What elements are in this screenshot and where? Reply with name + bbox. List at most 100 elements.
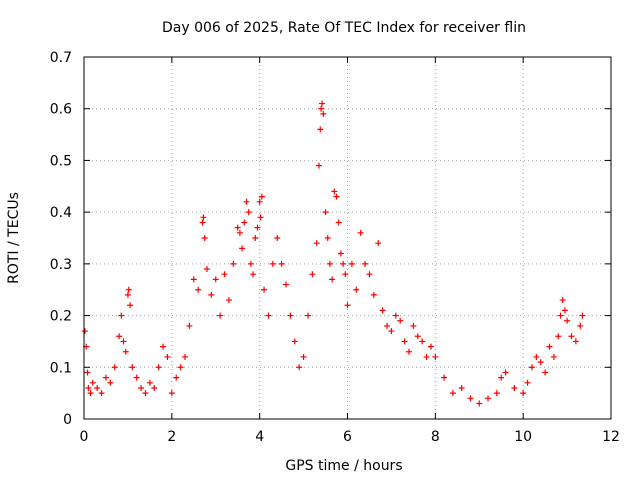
data-point — [122, 348, 129, 355]
data-point — [379, 307, 386, 314]
data-point — [502, 369, 509, 376]
data-point — [261, 286, 268, 293]
y-axis-label: ROTI / TECUs — [6, 192, 22, 284]
y-tick-label: 0.4 — [50, 205, 72, 221]
x-tick-label: 8 — [431, 429, 440, 445]
data-point — [125, 286, 132, 293]
data-point — [353, 286, 360, 293]
y-tick-label: 0.1 — [50, 360, 72, 376]
data-point — [579, 312, 586, 319]
data-point — [300, 353, 307, 360]
data-point — [577, 322, 584, 329]
data-point — [98, 390, 105, 397]
data-point — [342, 271, 349, 278]
data-point — [427, 343, 434, 350]
data-point — [550, 353, 557, 360]
x-tick-label: 6 — [343, 429, 352, 445]
data-point — [405, 348, 412, 355]
data-point — [291, 338, 298, 345]
data-point — [572, 338, 579, 345]
data-point — [164, 353, 171, 360]
data-point — [208, 291, 215, 298]
data-point — [392, 312, 399, 319]
y-tick-label: 0.6 — [50, 102, 72, 118]
data-point — [85, 384, 92, 391]
y-tick-label: 0.5 — [50, 153, 72, 169]
data-point — [555, 333, 562, 340]
data-point — [278, 260, 285, 267]
data-point — [331, 188, 338, 195]
data-point — [357, 229, 364, 236]
x-tick-label: 10 — [514, 429, 532, 445]
grid-lines — [84, 57, 611, 419]
data-point — [254, 224, 261, 231]
data-point — [151, 384, 158, 391]
data-point — [142, 390, 149, 397]
data-point — [449, 390, 456, 397]
data-point — [414, 333, 421, 340]
y-axis-tick-labels: 0 0.1 0.2 0.3 0.4 0.5 0.6 0.7 — [50, 50, 72, 428]
data-point — [155, 364, 162, 371]
data-point — [410, 322, 417, 329]
data-point — [309, 271, 316, 278]
data-point — [116, 333, 123, 340]
data-point — [225, 297, 232, 304]
data-point — [274, 235, 281, 241]
data-point — [84, 369, 91, 376]
data-point — [124, 291, 131, 298]
data-point — [243, 198, 250, 205]
data-point — [561, 307, 568, 314]
data-point — [313, 240, 320, 247]
data-point — [129, 364, 136, 371]
data-point — [476, 400, 483, 407]
data-point — [81, 328, 88, 335]
data-point — [87, 390, 94, 397]
data-point — [118, 312, 125, 319]
data-point — [230, 260, 237, 267]
data-point — [520, 390, 527, 397]
data-point — [320, 110, 327, 117]
x-axis-tick-labels: 0 2 4 6 8 10 12 — [80, 429, 620, 445]
y-tick-label: 0.3 — [50, 257, 72, 273]
data-point — [160, 343, 167, 350]
data-point — [195, 286, 202, 293]
data-point — [239, 245, 246, 252]
x-tick-label: 0 — [80, 429, 89, 445]
data-point — [384, 322, 391, 329]
data-point — [333, 193, 340, 200]
data-point — [397, 317, 404, 324]
data-point — [146, 379, 153, 386]
data-point — [467, 395, 474, 402]
data-point — [94, 384, 101, 391]
data-points — [81, 100, 586, 407]
data-point — [511, 384, 518, 391]
y-tick-label: 0.2 — [50, 309, 72, 325]
data-point — [241, 219, 248, 226]
data-point — [524, 379, 531, 386]
data-point — [528, 364, 535, 371]
data-point — [329, 276, 336, 283]
data-point — [182, 353, 189, 360]
data-point — [568, 333, 575, 340]
data-point — [335, 219, 342, 226]
x-tick-label: 4 — [255, 429, 264, 445]
data-point — [247, 260, 254, 267]
data-point — [190, 276, 197, 283]
data-point — [498, 374, 505, 381]
data-point — [283, 281, 290, 288]
data-point — [370, 291, 377, 298]
data-point — [138, 384, 145, 391]
data-point — [366, 271, 373, 278]
data-point — [256, 198, 263, 205]
data-point — [234, 224, 241, 231]
data-point — [111, 364, 118, 371]
data-point — [322, 209, 329, 216]
data-point — [102, 374, 109, 381]
data-point — [542, 369, 549, 376]
data-point — [258, 193, 265, 200]
data-point — [315, 162, 322, 169]
data-point — [127, 302, 134, 309]
data-point — [533, 353, 540, 360]
data-point — [337, 250, 344, 257]
